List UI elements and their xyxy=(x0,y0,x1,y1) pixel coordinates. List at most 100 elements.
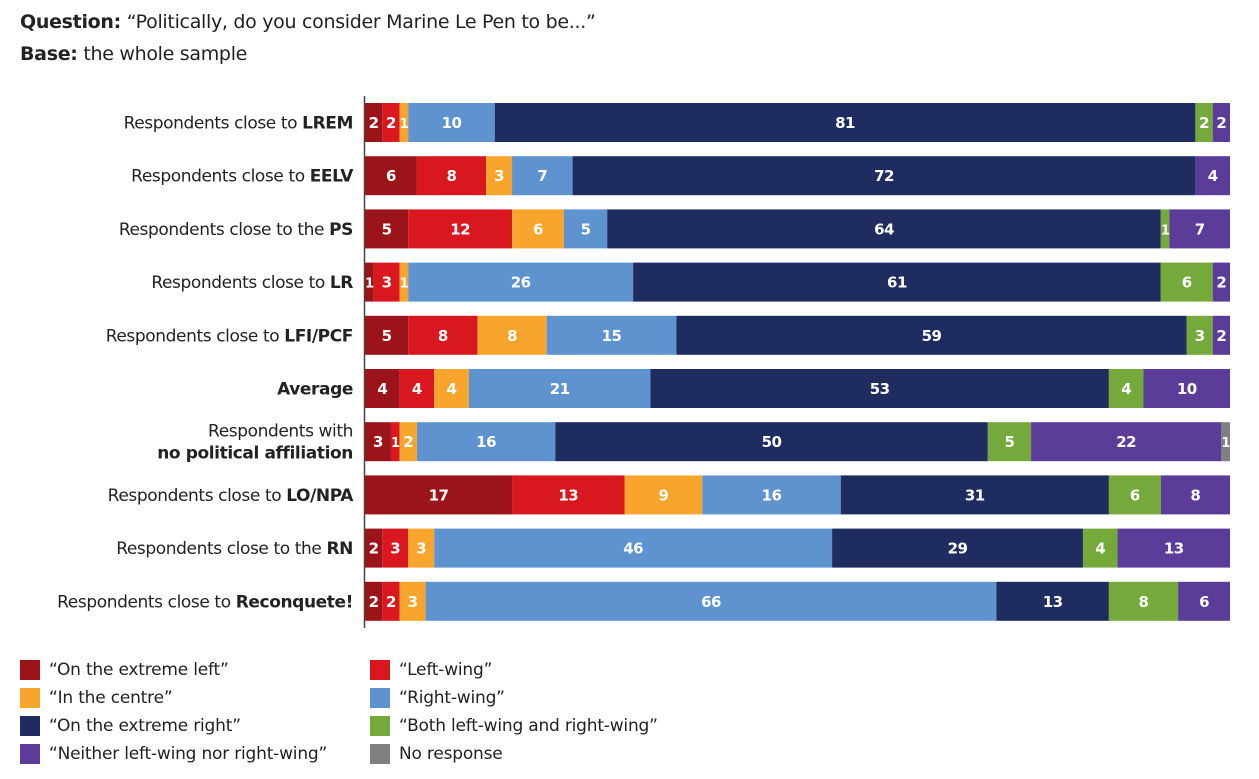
bar-segment xyxy=(1108,581,1179,621)
data-label: 21 xyxy=(550,380,570,398)
bar-segment xyxy=(486,156,513,196)
base-line: Base: the whole sample xyxy=(20,38,596,70)
bar-segment xyxy=(1160,262,1213,302)
data-label: 15 xyxy=(602,327,622,345)
bar-segment xyxy=(607,209,1161,249)
legend-label: “Both left-wing and right-wing” xyxy=(399,716,658,736)
bar-segment xyxy=(382,528,409,568)
data-label: 1 xyxy=(391,436,400,451)
data-label: 66 xyxy=(701,593,721,611)
legend-swatch xyxy=(370,660,390,680)
bar-segment xyxy=(399,422,417,462)
data-label: 64 xyxy=(874,220,894,238)
base-label: Base: xyxy=(20,43,78,65)
legend-swatch xyxy=(370,744,390,764)
data-label: 9 xyxy=(658,486,668,504)
data-label: 5 xyxy=(1004,433,1014,451)
bar-segment xyxy=(365,103,383,142)
data-label: 59 xyxy=(922,327,942,345)
bar-segment xyxy=(390,422,400,462)
bar-segment xyxy=(1212,315,1230,355)
bar-segment xyxy=(563,209,608,249)
bar-segment xyxy=(416,156,487,196)
data-label: 3 xyxy=(494,167,504,185)
bar-segment xyxy=(650,369,1109,408)
data-label: 6 xyxy=(1199,593,1209,611)
bar-segment xyxy=(408,262,634,302)
bar-segment xyxy=(1195,103,1213,142)
legend-swatch xyxy=(20,660,40,680)
bar-segment xyxy=(676,315,1187,355)
data-label: 16 xyxy=(476,433,496,451)
data-label: 4 xyxy=(1121,380,1131,398)
bar-segment xyxy=(365,581,383,621)
data-label: 4 xyxy=(1095,540,1105,558)
data-label: 8 xyxy=(447,167,457,185)
bar-segment xyxy=(365,528,383,568)
data-label: 72 xyxy=(874,167,894,185)
data-label: 13 xyxy=(1164,540,1184,558)
bar-segment xyxy=(434,369,469,408)
bar-segment xyxy=(408,528,435,568)
data-label: 8 xyxy=(1139,593,1149,611)
data-label: 2 xyxy=(1216,274,1226,292)
legend-swatch xyxy=(20,688,40,708)
data-label: 53 xyxy=(870,380,890,398)
data-label: 10 xyxy=(1177,380,1197,398)
bar-segment xyxy=(373,262,400,302)
bar-segment xyxy=(382,581,400,621)
data-label: 3 xyxy=(408,593,418,611)
category-label: Respondents close to EELV xyxy=(131,167,354,187)
bar-segment xyxy=(468,369,651,408)
category-label: Respondents close to LO/NPA xyxy=(108,486,355,506)
bar-segment xyxy=(1143,369,1230,408)
data-label: 8 xyxy=(438,327,448,345)
category-label: Respondents close to LR xyxy=(151,273,353,293)
legend-swatch xyxy=(370,716,390,736)
legend-swatch xyxy=(370,688,390,708)
data-label: 4 xyxy=(1208,167,1218,185)
data-label: 6 xyxy=(386,167,396,185)
legend-label: “On the extreme right” xyxy=(49,716,241,736)
data-label: 4 xyxy=(412,380,422,398)
legend-label: “On the extreme left” xyxy=(49,660,229,680)
question-text: “Politically, do you consider Marine Le … xyxy=(120,11,596,33)
data-label: 8 xyxy=(507,327,517,345)
data-label: 1 xyxy=(1161,223,1170,238)
legend-item: “Both left-wing and right-wing” xyxy=(370,716,658,736)
bar-segment xyxy=(477,315,547,355)
data-label: 2 xyxy=(369,593,379,611)
base-text: the whole sample xyxy=(77,43,248,65)
data-label: 5 xyxy=(382,327,392,345)
data-label: 29 xyxy=(948,540,968,558)
data-label: 8 xyxy=(1190,486,1200,504)
bar-segment xyxy=(1221,422,1230,462)
data-label: 5 xyxy=(382,220,392,238)
category-label: Average xyxy=(277,380,353,400)
legend-label: No response xyxy=(399,744,503,764)
bar-segment xyxy=(408,209,513,249)
bar-segment xyxy=(996,581,1109,621)
data-label: 46 xyxy=(623,540,643,558)
legend-item: “On the extreme left” xyxy=(20,660,229,680)
data-label: 61 xyxy=(887,274,907,292)
bar-segment xyxy=(399,262,409,302)
bar-segment xyxy=(1108,475,1161,515)
data-label: 1 xyxy=(400,277,409,292)
legend-label: “Right-wing” xyxy=(399,688,505,708)
legend-label: “Neither left-wing nor right-wing” xyxy=(49,744,328,764)
bar-segment xyxy=(624,475,703,515)
question-line: Question: “Politically, do you consider … xyxy=(20,6,596,38)
bar-segment xyxy=(1108,369,1144,408)
data-label: 10 xyxy=(442,114,462,132)
category-label: Respondents close to LREM xyxy=(124,114,353,134)
data-label: 22 xyxy=(1116,433,1136,451)
data-label: 17 xyxy=(429,486,449,504)
data-label: 3 xyxy=(373,433,383,451)
bar-segment xyxy=(832,528,1083,568)
bar-segment xyxy=(365,315,409,355)
bar-segment xyxy=(555,422,988,462)
bar-segment xyxy=(512,156,573,196)
bar-segment xyxy=(512,475,625,515)
data-label: 50 xyxy=(762,433,782,451)
